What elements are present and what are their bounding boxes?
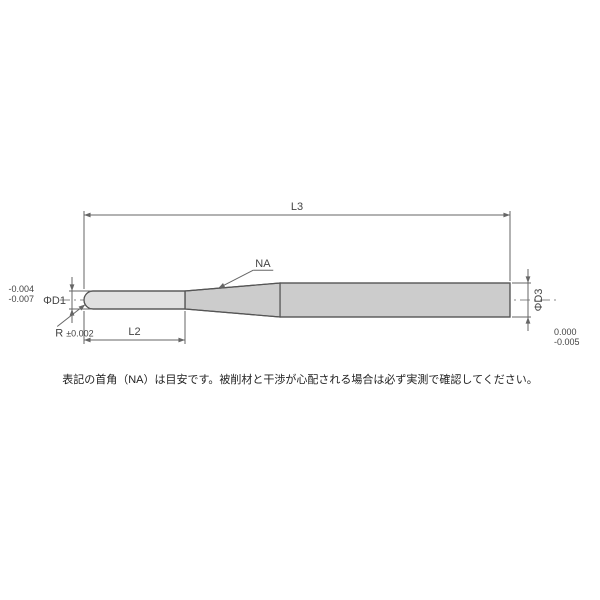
- label-na: NA: [255, 258, 271, 270]
- label-r: R ±0.002: [55, 328, 93, 340]
- tol-d1-lower: -0.007: [8, 294, 34, 304]
- label-l2: L2: [128, 326, 140, 338]
- tol-r: ±0.002: [66, 329, 93, 339]
- arrowhead: [526, 317, 531, 324]
- tol-d1-upper: -0.004: [8, 284, 34, 294]
- tol-d3-upper: 0.000: [554, 327, 577, 337]
- arrowhead: [70, 284, 75, 291]
- tol-d3-lower: -0.005: [554, 337, 580, 347]
- arrowhead: [218, 283, 225, 288]
- shank: [280, 283, 510, 317]
- neck-taper: [185, 283, 280, 317]
- arrowhead: [84, 213, 91, 218]
- label-d1: ΦD1: [43, 295, 66, 307]
- label-l3: L3: [291, 201, 303, 213]
- arrowhead: [526, 276, 531, 283]
- arrowhead: [503, 213, 510, 218]
- ball-tip: [84, 291, 185, 309]
- caption: 表記の首角（NA）は目安です。被削材と干渉が心配される場合は必ず実測で確認してく…: [62, 372, 538, 386]
- arrowhead: [178, 338, 185, 343]
- label-d3: ΦD3: [533, 289, 545, 312]
